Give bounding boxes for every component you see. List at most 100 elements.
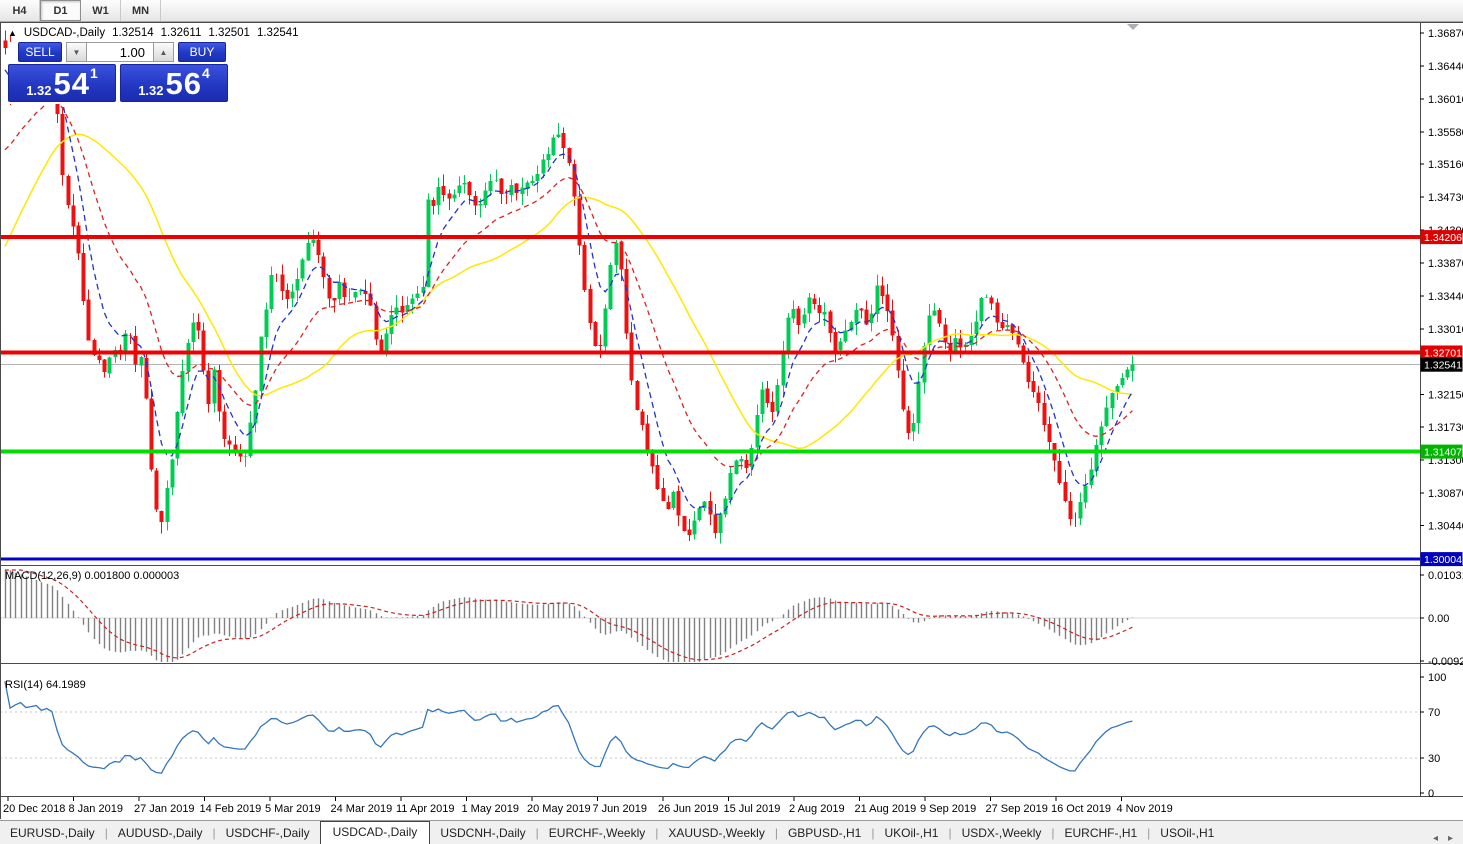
axis-label-1.31407: 1.31407 bbox=[1420, 444, 1463, 459]
tab-eurchf-weekly[interactable]: EURCHF-,Weekly bbox=[548, 826, 646, 840]
axis-label-1.34206: 1.34206 bbox=[1420, 230, 1463, 245]
tab-separator: | bbox=[774, 826, 778, 840]
ma-mid-line bbox=[4, 98, 1133, 468]
tab-gbpusd-h1[interactable]: GBPUSD-,H1 bbox=[787, 826, 862, 840]
svg-text:8 Jan 2019: 8 Jan 2019 bbox=[69, 803, 123, 815]
svg-text:7 Jun 2019: 7 Jun 2019 bbox=[593, 803, 647, 815]
tab-ukoil-h1[interactable]: UKOil-,H1 bbox=[884, 826, 939, 840]
timeframe-button-d1[interactable]: D1 bbox=[40, 0, 81, 21]
svg-text:1 May 2019: 1 May 2019 bbox=[462, 803, 519, 815]
sell-price-main: 54 bbox=[53, 66, 90, 101]
tab-separator: | bbox=[104, 826, 108, 840]
tab-audusd-daily[interactable]: AUDUSD-,Daily bbox=[117, 826, 203, 840]
svg-text:0: 0 bbox=[1428, 788, 1434, 800]
ma-fast-line bbox=[4, 62, 1133, 515]
rsi-label: RSI(14) 64.1989 bbox=[5, 679, 86, 691]
timeframe-button-mn[interactable]: MN bbox=[121, 0, 161, 21]
tab-usdchf-daily[interactable]: USDCHF-,Daily bbox=[225, 826, 310, 840]
svg-text:70: 70 bbox=[1428, 707, 1440, 719]
axis-label-current-price: 1.32541 bbox=[1420, 357, 1463, 372]
ohlc-low: 1.32501 bbox=[208, 27, 250, 39]
chart-tab-bar: EURUSD-,Daily | AUDUSD-,Daily | USDCHF-,Dail… bbox=[0, 820, 1463, 844]
svg-text:15 Jul 2019: 15 Jul 2019 bbox=[724, 803, 781, 815]
svg-text:1.34206: 1.34206 bbox=[1424, 232, 1462, 244]
chart-shift-marker bbox=[1127, 24, 1139, 30]
tab-usdcnh-daily[interactable]: USDCNH-,Daily bbox=[440, 826, 526, 840]
ohlc-open: 1.32514 bbox=[112, 27, 154, 39]
buy-price-pip: 4 bbox=[202, 65, 210, 81]
tabs-scroll-right-icon[interactable]: ▸ bbox=[1447, 833, 1453, 844]
macd-label: MACD(12,26,9) 0.001800 0.000003 bbox=[5, 570, 179, 582]
svg-text:1.30440: 1.30440 bbox=[1428, 521, 1463, 533]
svg-text:1.36870: 1.36870 bbox=[1428, 28, 1463, 40]
svg-text:1.34730: 1.34730 bbox=[1428, 192, 1463, 204]
svg-text:1.31407: 1.31407 bbox=[1424, 447, 1462, 459]
svg-text:0.00: 0.00 bbox=[1428, 613, 1449, 625]
svg-text:-0.009203: -0.009203 bbox=[1428, 656, 1463, 668]
svg-text:1.32150: 1.32150 bbox=[1428, 390, 1463, 402]
rsi-line bbox=[4, 681, 1133, 774]
volume-increase-button[interactable]: ▲ bbox=[153, 42, 174, 62]
svg-text:1.35580: 1.35580 bbox=[1428, 127, 1463, 139]
timeframe-button-h4[interactable]: H4 bbox=[0, 0, 40, 21]
date-axis: 20 Dec 2018 8 Jan 2019 27 Jan 2019 14 Feb 2… bbox=[3, 797, 1173, 815]
tab-eurchf-h1[interactable]: EURCHF-,H1 bbox=[1064, 826, 1138, 840]
svg-text:4 Nov 2019: 4 Nov 2019 bbox=[1117, 803, 1173, 815]
symbol-title: ▲ USDCAD-,Daily 1.32514 1.32611 1.32501 … bbox=[8, 27, 306, 39]
ohlc-close: 1.32541 bbox=[256, 27, 299, 39]
svg-text:1.30004: 1.30004 bbox=[1424, 554, 1462, 566]
sell-price-prefix: 1.32 bbox=[26, 83, 52, 98]
svg-text:1.36010: 1.36010 bbox=[1428, 94, 1463, 106]
svg-text:0.010311: 0.010311 bbox=[1428, 570, 1463, 582]
tab-usdx-weekly[interactable]: USDX-,Weekly bbox=[961, 826, 1042, 840]
one-click-trade-panel: SELL ▼ 1.00 ▲ BUY 1.32 54 1 1.32 56 4 bbox=[8, 42, 228, 104]
symbol-name: USDCAD-,Daily bbox=[23, 27, 106, 39]
ohlc-high: 1.32611 bbox=[160, 27, 202, 39]
tab-separator: | bbox=[948, 826, 952, 840]
svg-text:27 Sep 2019: 27 Sep 2019 bbox=[986, 803, 1048, 815]
sell-price-box[interactable]: 1.32 54 1 bbox=[8, 64, 116, 102]
timeframe-toolbar: H4 D1 W1 MN bbox=[0, 0, 1463, 22]
tab-usoil-h1[interactable]: USOil-,H1 bbox=[1160, 826, 1215, 840]
svg-text:1.30870: 1.30870 bbox=[1428, 488, 1463, 500]
sell-button[interactable]: SELL bbox=[18, 42, 62, 62]
svg-text:2 Aug 2019: 2 Aug 2019 bbox=[789, 803, 845, 815]
svg-text:26 Jun 2019: 26 Jun 2019 bbox=[658, 803, 719, 815]
tab-usdcad-daily[interactable]: USDCAD-,Daily bbox=[319, 821, 431, 844]
svg-text:11 Apr 2019: 11 Apr 2019 bbox=[396, 803, 455, 815]
tab-separator: | bbox=[1051, 826, 1055, 840]
svg-text:24 Mar 2019: 24 Mar 2019 bbox=[331, 803, 393, 815]
buy-button[interactable]: BUY bbox=[178, 42, 226, 62]
sell-price-pip: 1 bbox=[90, 65, 98, 81]
svg-text:9 Sep 2019: 9 Sep 2019 bbox=[920, 803, 976, 815]
svg-text:1.33010: 1.33010 bbox=[1428, 324, 1463, 336]
svg-text:21 Aug 2019: 21 Aug 2019 bbox=[855, 803, 917, 815]
axis-label-1.30004: 1.30004 bbox=[1420, 552, 1463, 567]
collapse-panel-icon[interactable]: ▲ bbox=[8, 28, 17, 38]
timeframe-button-w1[interactable]: W1 bbox=[81, 0, 121, 21]
tabs-scroll-left-icon[interactable]: ◂ bbox=[1432, 833, 1438, 844]
svg-text:20 May 2019: 20 May 2019 bbox=[527, 803, 591, 815]
tab-eurusd-daily[interactable]: EURUSD-,Daily bbox=[10, 826, 95, 840]
svg-text:1.32541: 1.32541 bbox=[1424, 360, 1462, 372]
svg-text:1.33440: 1.33440 bbox=[1428, 291, 1463, 303]
axis-label-1.32701: 1.32701 bbox=[1420, 345, 1463, 360]
svg-text:20 Dec 2018: 20 Dec 2018 bbox=[3, 803, 65, 815]
svg-text:1.31730: 1.31730 bbox=[1428, 422, 1463, 434]
svg-text:14 Feb 2019: 14 Feb 2019 bbox=[200, 803, 262, 815]
tab-separator: | bbox=[871, 826, 875, 840]
macd-histogram bbox=[4, 570, 1134, 662]
tab-xauusd-weekly[interactable]: XAUUSD-,Weekly bbox=[668, 826, 765, 840]
volume-decrease-button[interactable]: ▼ bbox=[66, 42, 87, 62]
buy-price-box[interactable]: 1.32 56 4 bbox=[120, 64, 228, 102]
volume-input[interactable]: 1.00 bbox=[87, 42, 153, 62]
tab-separator: | bbox=[212, 826, 216, 840]
svg-text:1.35160: 1.35160 bbox=[1428, 159, 1463, 171]
tab-separator: | bbox=[1147, 826, 1151, 840]
chart-area[interactable]: 1.36870 1.36440 1.36010 1.35580 1.35160 1.347… bbox=[0, 22, 1463, 820]
svg-text:1.33870: 1.33870 bbox=[1428, 258, 1463, 270]
buy-price-prefix: 1.32 bbox=[138, 83, 164, 98]
svg-text:1.36440: 1.36440 bbox=[1428, 61, 1463, 73]
ma-slow-line bbox=[4, 133, 1133, 450]
svg-text:1.32701: 1.32701 bbox=[1424, 348, 1462, 360]
